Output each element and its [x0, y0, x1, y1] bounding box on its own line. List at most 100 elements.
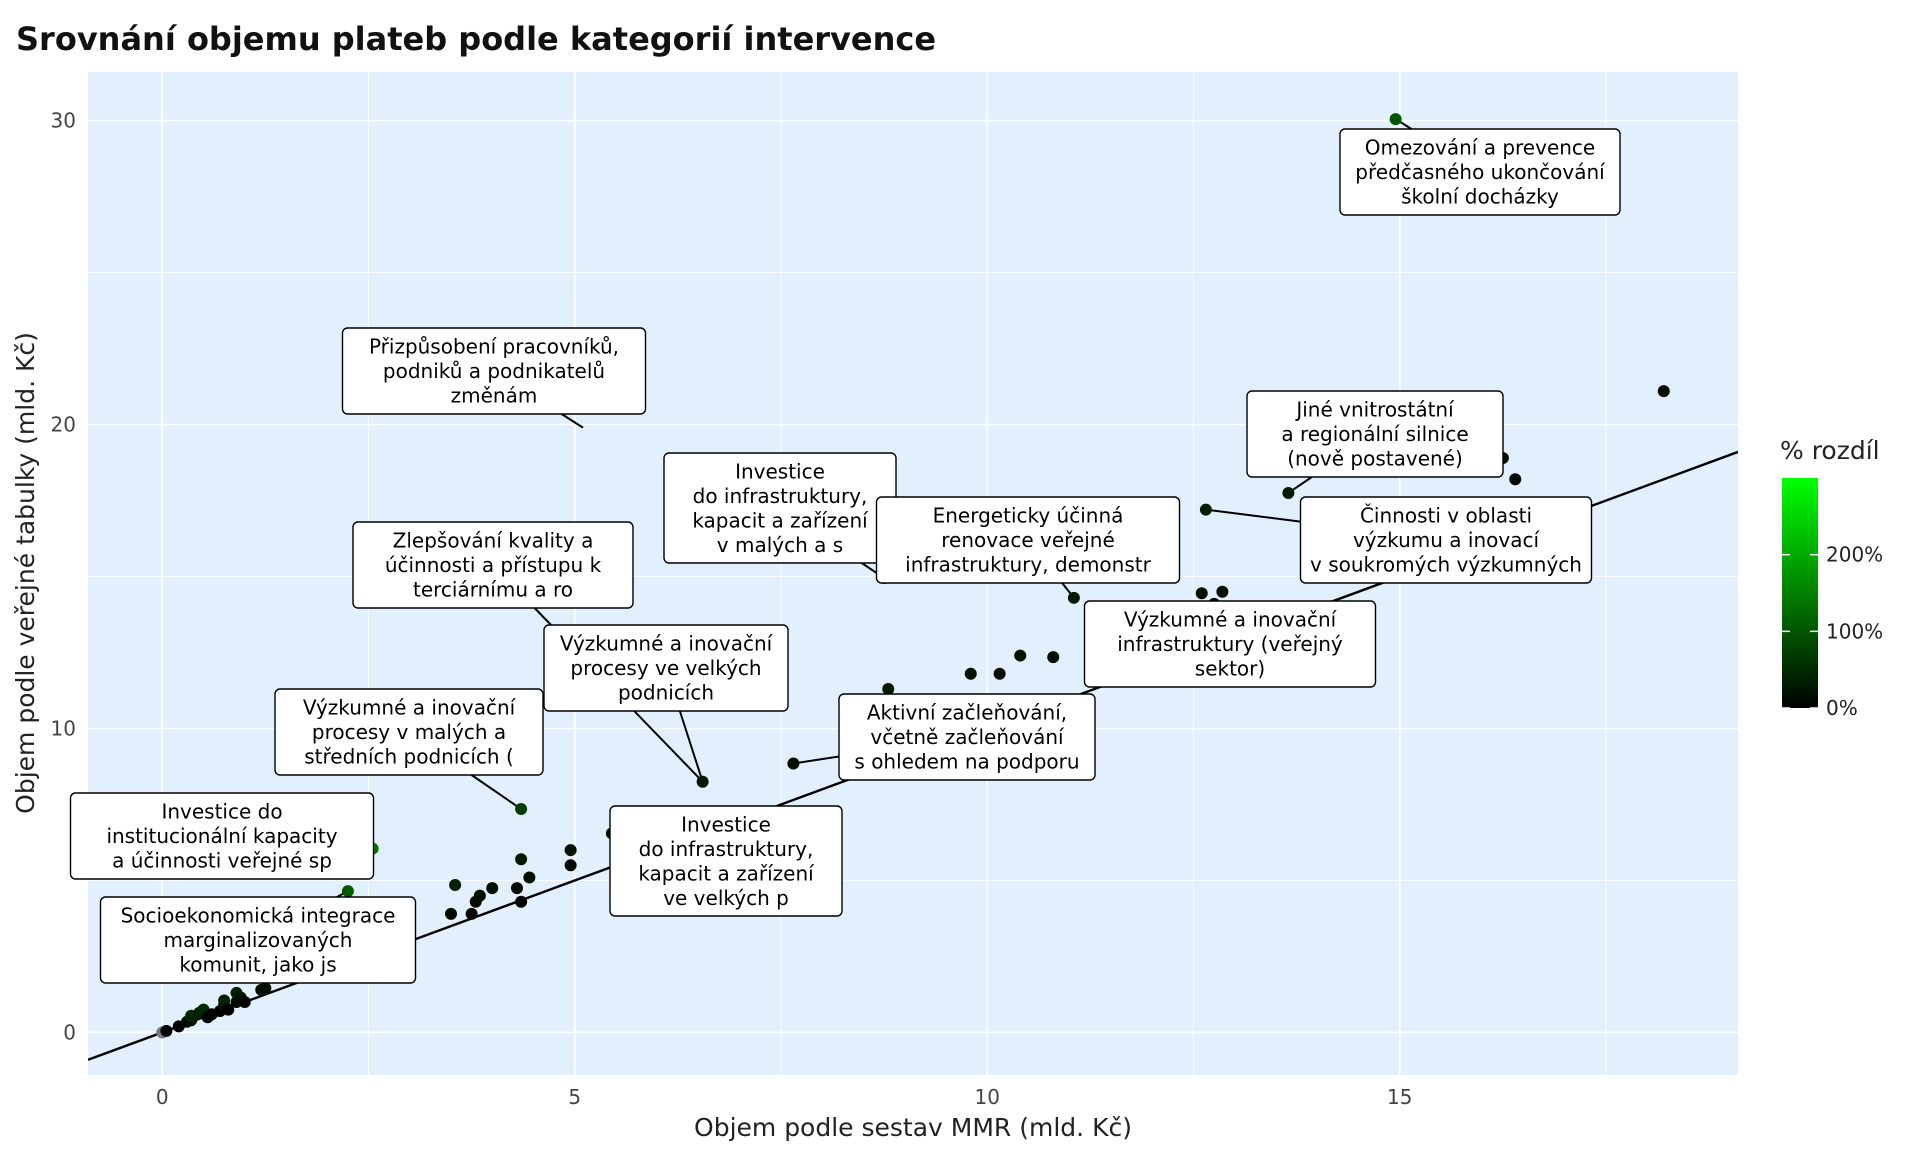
- annotation-label: Výzkumné a inovační procesy v malých a stř…: [274, 688, 544, 776]
- annotation-text: Energeticky účinná renovace veřejné infras…: [905, 504, 1151, 577]
- annotation-line: komunit, jako js: [179, 953, 336, 977]
- data-point: [515, 895, 528, 908]
- annotation-text: Zlepšování kvality a účinnosti a přístupu…: [385, 529, 602, 602]
- annotation-text: Jiné vnitrostátní a regionální silnice (no…: [1281, 398, 1468, 471]
- annotation-label: Investice do institucionální kapacity a úč…: [69, 792, 375, 880]
- annotation-line: renovace veřejné: [941, 528, 1115, 552]
- annotation-line: podniků a podnikatelů: [383, 359, 605, 383]
- annotation-line: změnám: [451, 384, 538, 408]
- annotation-line: středních podnicích (: [304, 745, 514, 769]
- legend-tick-label: 100%: [1826, 619, 1883, 643]
- data-point: [445, 907, 457, 920]
- annotation-box: [1246, 390, 1504, 478]
- y-tick-label: 20: [51, 413, 76, 437]
- annotation-line: infrastruktury (veřejný: [1117, 632, 1343, 656]
- data-point: [993, 667, 1006, 680]
- annotation-label: Investice do infrastruktury, kapacit a zař…: [609, 805, 843, 917]
- annotation-text: Socioekonomická integrace marginalizovaný…: [121, 904, 396, 977]
- annotation-box: [543, 624, 789, 712]
- annotation-line: a účinnosti veřejné sp: [112, 849, 332, 873]
- annotation-label: Výzkumné a inovační procesy ve velkých pod…: [543, 624, 789, 712]
- annotation-line: Jiné vnitrostátní: [1294, 398, 1455, 422]
- annotation-label: Činnosti v oblasti výzkumu a inovací v sou…: [1299, 496, 1593, 584]
- data-point: [238, 996, 251, 1009]
- annotation-text: Investice do institucionální kapacity a úč…: [106, 800, 337, 873]
- chart-title: Srovnání objemu plateb podle kategorií i…: [16, 20, 936, 58]
- data-point: [964, 667, 977, 680]
- x-axis-ticks: 0 5 10 15: [156, 1085, 1413, 1109]
- data-point: [465, 907, 478, 920]
- annotation-text: Výzkumné a inovační procesy v malých a stř…: [303, 696, 517, 769]
- annotation-box: [352, 521, 634, 609]
- annotation-line: účinnosti a přístupu k: [385, 553, 602, 577]
- annotation-line: institucionální kapacity: [106, 824, 337, 848]
- annotation-label: Omezování a prevence předčasného ukončová…: [1339, 128, 1621, 216]
- data-point: [564, 844, 577, 857]
- annotation-text: Omezování a prevence předčasného ukončová…: [1355, 136, 1606, 209]
- annotation-label: Energeticky účinná renovace veřejné infras…: [875, 496, 1181, 584]
- data-point: [515, 803, 528, 816]
- y-tick-label: 30: [51, 109, 76, 133]
- y-axis-label: Objem podle veřejné tabulky (mld. Kč): [11, 332, 40, 814]
- annotation-line: Výzkumné a inovační: [303, 696, 517, 720]
- x-tick-label: 15: [1387, 1085, 1412, 1109]
- data-point: [1195, 587, 1208, 600]
- data-point: [449, 879, 462, 892]
- annotation-leader: [1205, 508, 1301, 523]
- annotation-box: [274, 688, 544, 776]
- annotation-text: Aktivní začleňování, včetně začleňování s …: [854, 701, 1079, 774]
- annotation-leader: [678, 710, 704, 783]
- annotation-box: [1083, 600, 1377, 688]
- data-point: [564, 859, 577, 872]
- annotation-box: [99, 896, 417, 984]
- annotation-text: Výzkumné a inovační procesy ve velkých pod…: [560, 632, 774, 705]
- data-point: [1047, 651, 1060, 664]
- data-point: [259, 982, 272, 995]
- annotation-leader: [471, 774, 522, 810]
- annotation-box: [69, 792, 375, 880]
- annotation-line: kapacit a zařízení: [638, 862, 815, 886]
- annotation-label: Aktivní začleňování, včetně začleňování s …: [838, 693, 1096, 781]
- legend-ticks: 0% 100% 200%: [1782, 543, 1883, 720]
- annotation-label: Zlepšování kvality a účinnosti a přístupu…: [352, 521, 634, 609]
- annotation-text: Činnosti v oblasti výzkumu a inovací v sou…: [1310, 504, 1582, 577]
- annotation-line: do infrastruktury,: [639, 837, 814, 861]
- annotation-line: sektor): [1195, 657, 1265, 681]
- data-point: [1216, 585, 1229, 598]
- annotation-line: výzkumu a inovací: [1353, 528, 1540, 552]
- annotation-label: Investice do infrastruktury, kapacit a zař…: [663, 452, 897, 564]
- legend-tick-label: 200%: [1826, 543, 1883, 567]
- annotation-line: Energeticky účinná: [933, 504, 1124, 528]
- x-tick-label: 10: [975, 1085, 1000, 1109]
- annotation-line: školní docházky: [1401, 185, 1559, 209]
- data-point: [473, 889, 486, 902]
- x-axis-label: Objem podle sestav MMR (mld. Kč): [694, 1113, 1132, 1142]
- data-point: [523, 871, 536, 884]
- data-point: [1067, 591, 1080, 604]
- annotation-line: Investice: [681, 813, 771, 837]
- annotation-line: (nově postavené): [1287, 447, 1463, 471]
- annotation-label: Socioekonomická integrace marginalizovaný…: [99, 896, 417, 984]
- data-point: [1282, 486, 1295, 499]
- annotation-box: [838, 693, 1096, 781]
- data-point: [218, 994, 231, 1007]
- y-tick-label: 10: [51, 717, 76, 741]
- annotation-leader: [561, 413, 584, 429]
- data-point: [341, 885, 354, 898]
- annotation-line: v malých a s: [717, 533, 843, 557]
- annotation-line: infrastruktury, demonstr: [905, 553, 1151, 577]
- legend-colorbar: [1782, 478, 1818, 708]
- annotation-line: ve velkých p: [663, 886, 789, 910]
- annotation-text: Výzkumné a inovační infrastruktury (veřej…: [1117, 608, 1343, 681]
- data-point: [1389, 113, 1402, 126]
- annotation-line: Zlepšování kvality a: [393, 529, 594, 553]
- annotation-line: Socioekonomická integrace: [121, 904, 396, 928]
- annotation-box: [1299, 496, 1593, 584]
- annotation-line: Aktivní začleňování,: [867, 701, 1067, 725]
- legend-title: % rozdíl: [1780, 436, 1880, 465]
- annotation-line: marginalizovaných: [164, 928, 353, 952]
- annotation-line: Přizpůsobení pracovníků,: [369, 335, 619, 359]
- annotation-text: Investice do infrastruktury, kapacit a zař…: [638, 813, 815, 911]
- data-point: [882, 682, 895, 695]
